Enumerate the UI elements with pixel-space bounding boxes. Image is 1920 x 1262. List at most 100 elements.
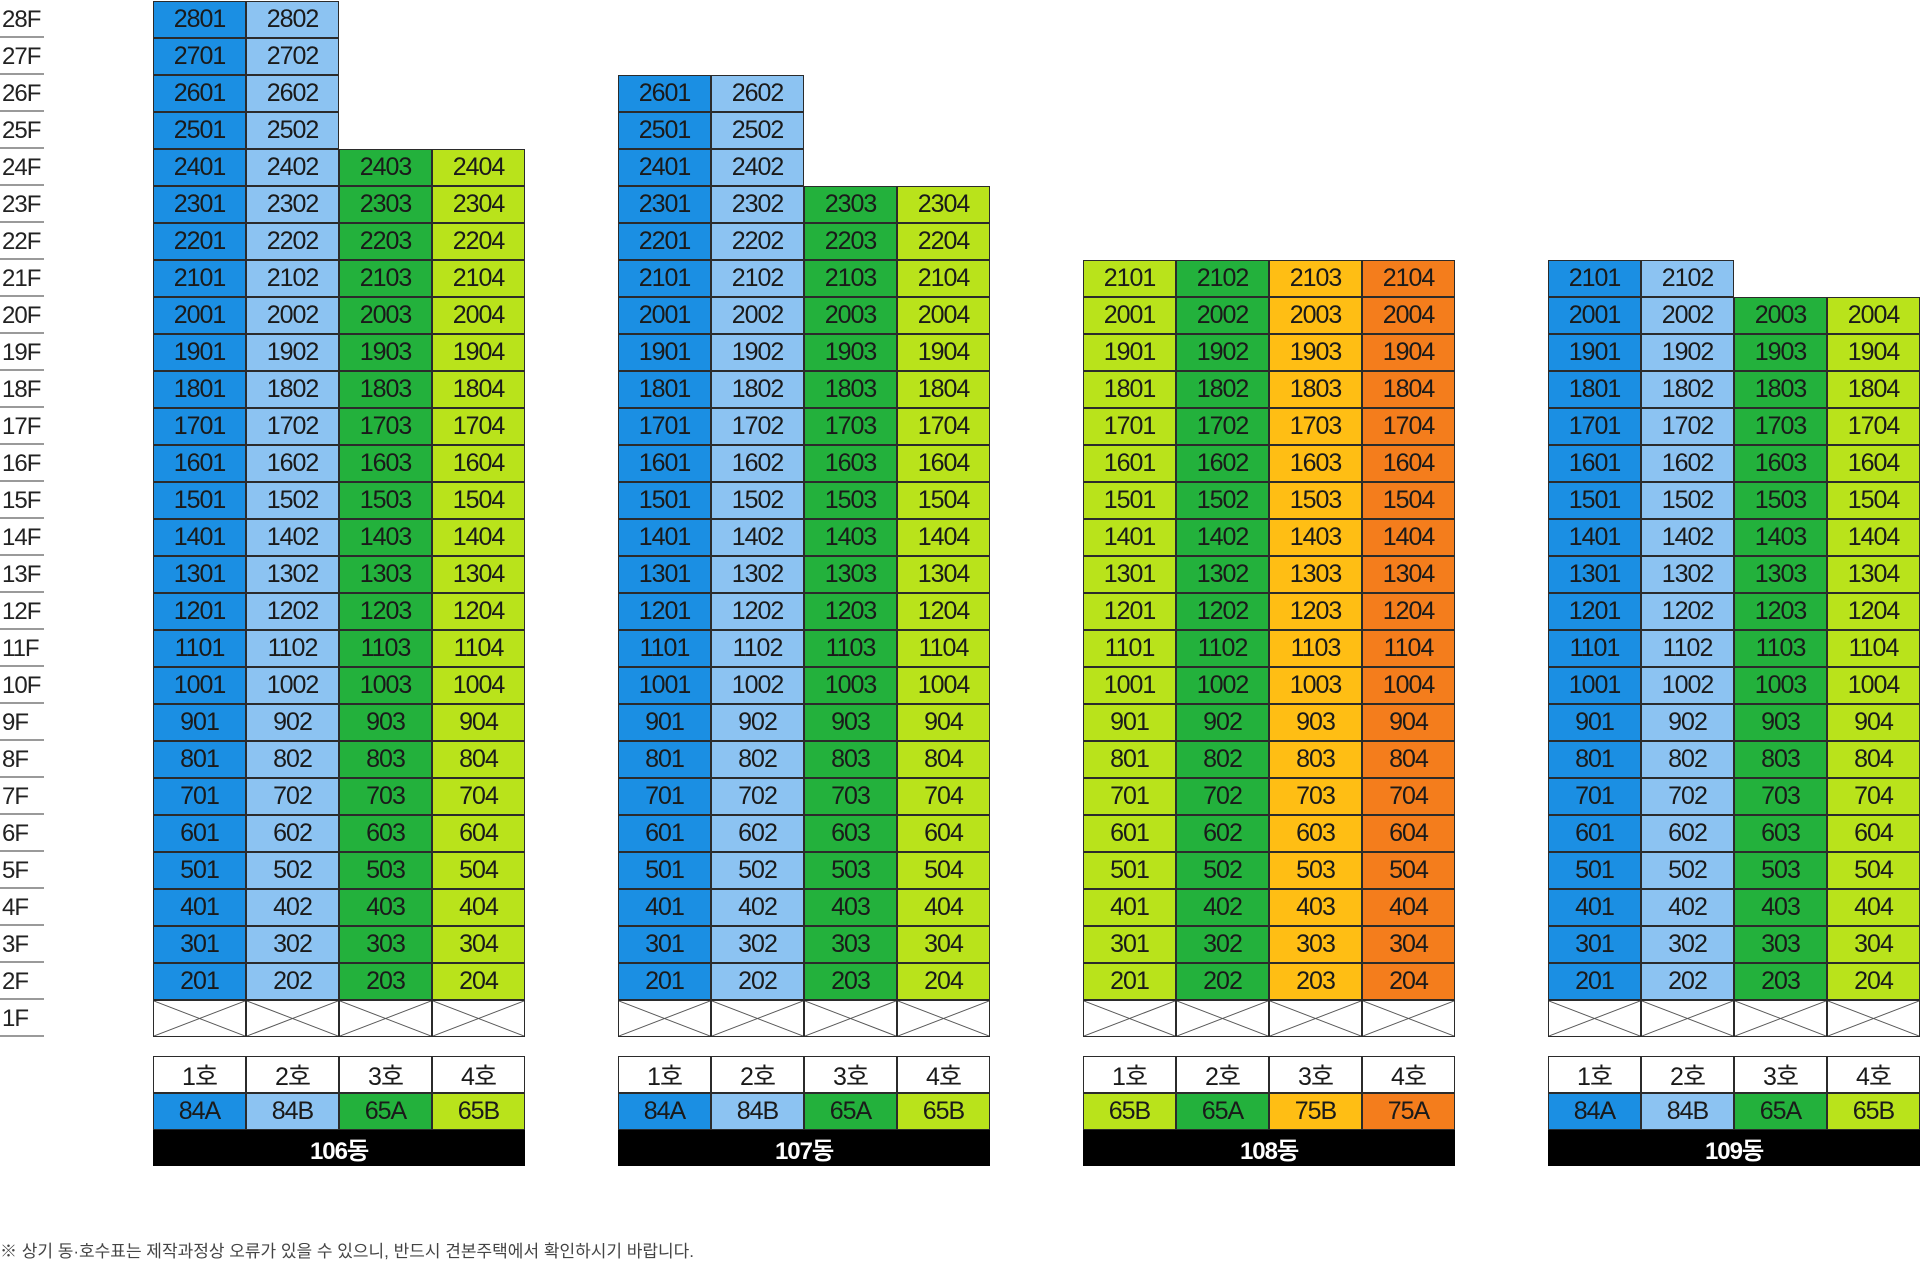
unit-cell: 1203 [804, 593, 897, 630]
unit-cell: 1102 [711, 630, 804, 667]
unit-cell: 503 [1269, 852, 1362, 889]
unit-cell: 1604 [1827, 445, 1920, 482]
unit-cell: 1902 [1176, 334, 1269, 371]
unit-cell: 1904 [897, 334, 990, 371]
unit-cell: 1701 [618, 408, 711, 445]
floor-label: 19F [0, 334, 44, 371]
unit-cell: 2303 [804, 186, 897, 223]
unit-cell: 2101 [1083, 260, 1176, 297]
unit-type-label: 84A [1548, 1093, 1641, 1130]
floor-label: 5F [0, 852, 44, 889]
unit-cell: 802 [246, 741, 339, 778]
unit-cell: 1604 [432, 445, 525, 482]
pilotis-cell [432, 1000, 525, 1037]
unit-cell: 203 [804, 963, 897, 1000]
unit-cell: 401 [153, 889, 246, 926]
unit-type-label: 65B [897, 1093, 990, 1130]
unit-cell: 501 [1548, 852, 1641, 889]
unit-cell: 801 [618, 741, 711, 778]
unit-cell: 1104 [432, 630, 525, 667]
unit-cell: 1102 [1176, 630, 1269, 667]
unit-cell: 402 [1176, 889, 1269, 926]
unit-cell: 702 [246, 778, 339, 815]
building-name: 106동 [153, 1130, 525, 1166]
unit-cell: 404 [1362, 889, 1455, 926]
unit-cell: 604 [432, 815, 525, 852]
unit-cell: 1901 [618, 334, 711, 371]
unit-cell: 803 [339, 741, 432, 778]
pilotis-cell [1827, 1000, 1920, 1037]
unit-cell: 804 [1827, 741, 1920, 778]
unit-cell: 502 [246, 852, 339, 889]
unit-cell: 2403 [339, 149, 432, 186]
unit-cell: 602 [246, 815, 339, 852]
unit-cell: 903 [1734, 704, 1827, 741]
unit-cell: 601 [1548, 815, 1641, 852]
unit-cell: 1602 [1641, 445, 1734, 482]
unit-cell: 1802 [711, 371, 804, 408]
unit-cell: 402 [1641, 889, 1734, 926]
unit-cell: 2004 [1362, 297, 1455, 334]
floor-label: 16F [0, 445, 44, 482]
unit-cell: 303 [1734, 926, 1827, 963]
unit-cell: 1803 [339, 371, 432, 408]
unit-cell: 2304 [432, 186, 525, 223]
unit-cell: 2104 [897, 260, 990, 297]
unit-cell: 2003 [339, 297, 432, 334]
unit-cell: 202 [1641, 963, 1734, 1000]
unit-cell: 704 [1827, 778, 1920, 815]
unit-cell: 1702 [1176, 408, 1269, 445]
unit-cell: 503 [804, 852, 897, 889]
unit-cell: 404 [897, 889, 990, 926]
floor-label: 12F [0, 593, 44, 630]
unit-cell: 2103 [339, 260, 432, 297]
unit-cell: 1002 [246, 667, 339, 704]
unit-cell: 604 [1362, 815, 1455, 852]
unit-cell: 1402 [711, 519, 804, 556]
unit-cell: 1103 [1734, 630, 1827, 667]
unit-cell: 1903 [1734, 334, 1827, 371]
unit-cell: 1703 [1269, 408, 1362, 445]
floor-label: 11F [0, 630, 44, 667]
unit-cell: 2001 [1083, 297, 1176, 334]
unit-cell: 403 [1269, 889, 1362, 926]
unit-cell: 1104 [897, 630, 990, 667]
unit-cell: 1203 [339, 593, 432, 630]
unit-cell: 1803 [804, 371, 897, 408]
unit-cell: 2104 [1362, 260, 1455, 297]
unit-cell: 1404 [432, 519, 525, 556]
unit-cell: 1201 [153, 593, 246, 630]
unit-cell: 1102 [246, 630, 339, 667]
unit-cell: 1802 [246, 371, 339, 408]
unit-cell: 701 [1083, 778, 1176, 815]
unit-cell: 2402 [711, 149, 804, 186]
unit-cell: 1701 [1083, 408, 1176, 445]
unit-cell: 701 [1548, 778, 1641, 815]
unit-cell: 1503 [1734, 482, 1827, 519]
unit-cell: 1403 [1734, 519, 1827, 556]
unit-cell: 403 [804, 889, 897, 926]
unit-number-label: 2호 [711, 1056, 804, 1093]
unit-cell: 2003 [804, 297, 897, 334]
unit-cell: 203 [1734, 963, 1827, 1000]
unit-cell: 1402 [1641, 519, 1734, 556]
unit-cell: 1501 [1548, 482, 1641, 519]
unit-cell: 202 [246, 963, 339, 1000]
unit-cell: 2104 [432, 260, 525, 297]
unit-cell: 1504 [432, 482, 525, 519]
unit-type-label: 65B [1083, 1093, 1176, 1130]
unit-cell: 301 [618, 926, 711, 963]
unit-cell: 201 [618, 963, 711, 1000]
unit-cell: 201 [1548, 963, 1641, 1000]
unit-cell: 801 [1083, 741, 1176, 778]
pilotis-cell [246, 1000, 339, 1037]
unit-type-label: 65A [339, 1093, 432, 1130]
unit-cell: 2003 [1269, 297, 1362, 334]
unit-cell: 501 [153, 852, 246, 889]
pilotis-cell [1362, 1000, 1455, 1037]
unit-number-label: 4호 [1362, 1056, 1455, 1093]
unit-cell: 804 [432, 741, 525, 778]
unit-cell: 304 [432, 926, 525, 963]
unit-cell: 1902 [711, 334, 804, 371]
unit-cell: 2001 [618, 297, 711, 334]
